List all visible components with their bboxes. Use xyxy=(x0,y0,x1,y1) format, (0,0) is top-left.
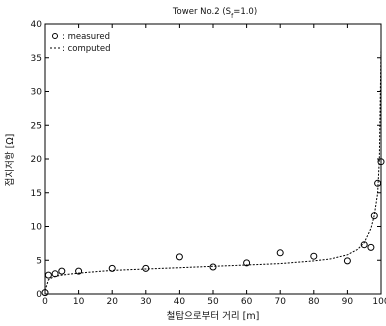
measured-point xyxy=(360,241,368,249)
legend: : measured : computed xyxy=(50,32,110,54)
chart-title: Tower No.2 (Sf=1.0) xyxy=(172,7,257,20)
x-tick-label: 20 xyxy=(106,297,118,307)
y-tick-label: 30 xyxy=(31,88,43,98)
y-tick-label: 20 xyxy=(31,155,43,165)
y-tick-label: 15 xyxy=(31,189,42,199)
measured-point xyxy=(374,179,382,187)
measured-point xyxy=(58,267,66,275)
y-axis-label: 접지저항 [Ω] xyxy=(4,134,16,187)
measured-point xyxy=(243,259,251,267)
measured-point xyxy=(142,264,150,272)
measured-point xyxy=(343,257,351,265)
y-tick-label: 10 xyxy=(31,223,43,233)
measured-point xyxy=(44,271,52,279)
measured-point xyxy=(276,249,284,257)
x-tick-label: 50 xyxy=(207,297,219,307)
x-tick-label: 100 xyxy=(372,297,386,307)
x-tick-label: 80 xyxy=(308,297,320,307)
measured-point xyxy=(377,158,385,166)
x-tick-label: 0 xyxy=(42,297,48,307)
axis-ticks: 0 10 20 30 40 50 60 70 80 90 100 0 5 10 15 20 25 30 35 40 xyxy=(31,20,386,307)
y-tick-label: 25 xyxy=(31,121,42,131)
computed-series xyxy=(44,47,382,291)
x-tick-label: 60 xyxy=(241,297,253,307)
measured-point xyxy=(108,264,116,272)
measured-point xyxy=(367,243,375,251)
legend-measured-label: : measured xyxy=(62,32,110,42)
measured-point xyxy=(310,252,318,260)
x-tick-label: 30 xyxy=(140,297,152,307)
y-tick-label: 35 xyxy=(31,54,42,64)
y-tick-label: 5 xyxy=(36,256,42,266)
plot-frame xyxy=(44,23,382,295)
legend-measured-marker xyxy=(52,33,58,39)
y-tick-label: 40 xyxy=(31,20,43,30)
x-axis-label: 철탑으로부터 거리 [m] xyxy=(167,310,260,322)
x-tick-label: 70 xyxy=(274,297,286,307)
measured-series xyxy=(41,158,385,297)
measured-point xyxy=(75,267,83,275)
x-tick-label: 40 xyxy=(174,297,186,307)
computed-line xyxy=(44,47,382,291)
measured-point xyxy=(175,253,183,261)
measured-point xyxy=(370,212,378,220)
legend-computed-label: : computed xyxy=(62,44,110,54)
x-tick-label: 10 xyxy=(73,297,85,307)
measured-point xyxy=(41,289,49,297)
measured-point xyxy=(209,263,217,271)
measured-point xyxy=(51,270,59,278)
y-tick-label: 0 xyxy=(36,290,42,300)
x-tick-label: 90 xyxy=(342,297,354,307)
